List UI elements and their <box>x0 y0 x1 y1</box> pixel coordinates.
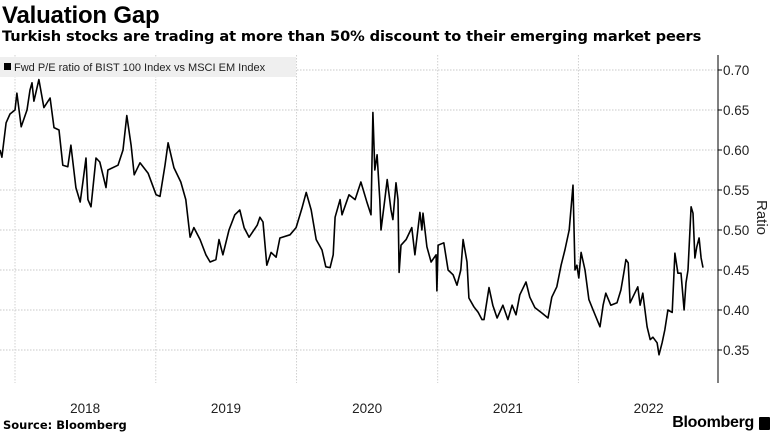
x-tick-label: 2022 <box>634 401 664 416</box>
x-tick-label: 2018 <box>70 401 100 416</box>
y-tick-label: 0.55 <box>723 183 749 198</box>
chart-subtitle: Turkish stocks are trading at more than … <box>2 28 702 45</box>
chart-title: Valuation Gap <box>2 2 160 29</box>
y-tick-label: 0.70 <box>723 63 749 78</box>
brand-logo: Bloomberg <box>672 414 754 431</box>
series-group <box>0 78 704 356</box>
y-tick-label: 0.45 <box>723 263 749 278</box>
y-axis-ticks: 0.35 0.40 0.45 0.50 0.55 0.60 0.65 0.70 <box>718 63 749 358</box>
legend-swatch <box>4 63 11 70</box>
gridlines <box>0 55 718 383</box>
x-tick-label: 2019 <box>211 401 241 416</box>
y-tick-label: 0.35 <box>723 343 749 358</box>
x-tick-label: 2021 <box>493 401 523 416</box>
source-note: Source: Bloomberg <box>3 418 127 432</box>
y-tick-label: 0.40 <box>723 303 749 318</box>
y-tick-label: 0.50 <box>723 223 749 238</box>
legend-label: Fwd P/E ratio of BIST 100 Index vs MSCI … <box>14 62 266 74</box>
y-tick-label: 0.65 <box>723 103 749 118</box>
bloomberg-terminal-icon <box>759 417 770 430</box>
y-axis-title: Ratio <box>753 200 770 235</box>
x-axis-ticks: 2018 2019 2020 2021 2022 <box>70 401 663 416</box>
series-line-bist-vs-msci-em <box>0 78 704 356</box>
x-tick-label: 2020 <box>352 401 382 416</box>
y-tick-label: 0.60 <box>723 143 749 158</box>
legend-background <box>0 57 296 77</box>
